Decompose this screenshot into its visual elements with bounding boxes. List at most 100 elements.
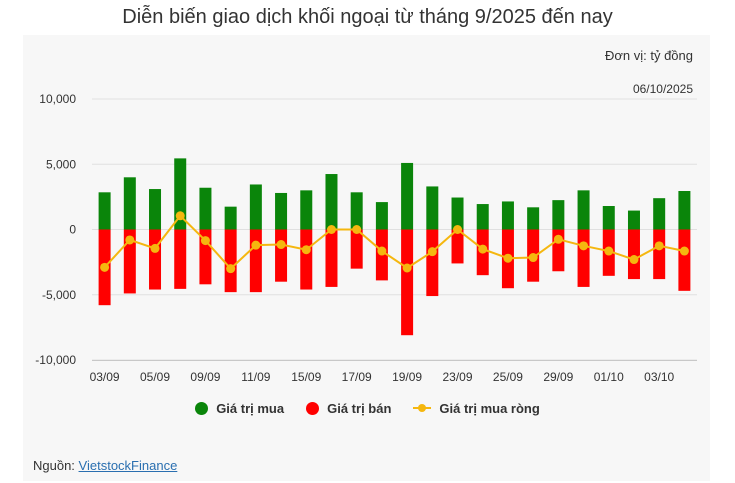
source-label: Nguồn: [33, 458, 75, 473]
buy-bar [476, 204, 489, 230]
net-point [654, 241, 664, 251]
legend-item-buy[interactable]: Giá trị mua [195, 401, 284, 416]
x-tick-label: 03/09 [90, 370, 120, 384]
legend-net-marker [413, 402, 432, 415]
net-point [553, 234, 563, 244]
x-tick-label: 01/10 [594, 370, 624, 384]
buy-bar [149, 189, 162, 230]
buy-bar [602, 206, 615, 230]
buy-bar [627, 210, 640, 230]
sell-bar [401, 229, 414, 336]
net-point [352, 225, 362, 234]
x-tick-label: 19/09 [392, 370, 422, 384]
chart-title: Diễn biến giao dịch khối ngoại từ tháng … [122, 6, 613, 28]
x-tick-label: 17/09 [342, 370, 372, 384]
y-tick-label: 10,000 [39, 92, 76, 106]
source-note: Nguồn: VietstockFinance [33, 458, 177, 473]
y-tick-label: 5,000 [46, 157, 76, 171]
buy-bar [275, 192, 288, 230]
legend-item-net[interactable]: Giá trị mua ròng [413, 401, 540, 416]
net-point [377, 246, 387, 256]
buy-bar [653, 198, 666, 230]
net-point [150, 243, 160, 253]
legend-buy-marker [195, 402, 209, 415]
sell-bar [325, 229, 338, 287]
legend-sell-label: Giá trị bán [327, 401, 392, 416]
net-point [478, 244, 488, 254]
legend: Giá trị mua Giá trị bán Giá trị mua ròng [0, 401, 735, 416]
unit-label: Đơn vị: tỷ đồng [605, 48, 693, 63]
x-tick-label: 11/09 [241, 370, 270, 384]
legend-net-label: Giá trị mua ròng [439, 401, 540, 416]
sell-bar [174, 229, 187, 289]
buy-bar [300, 190, 313, 230]
x-tick-label: 03/10 [644, 370, 674, 384]
buy-bar [552, 200, 565, 230]
sell-bar [577, 229, 590, 287]
legend-item-sell[interactable]: Giá trị bán [306, 401, 391, 416]
net-point [579, 241, 589, 251]
sell-bar [653, 229, 666, 280]
x-tick-label: 09/09 [190, 370, 220, 384]
x-tick-label: 29/09 [543, 370, 573, 384]
source-link[interactable]: VietstockFinance [78, 458, 178, 473]
net-point [301, 245, 311, 255]
sell-bar [350, 229, 363, 269]
net-point [251, 240, 261, 250]
sell-bar [426, 229, 439, 297]
net-point [125, 235, 135, 245]
x-tick-label: 23/09 [443, 370, 473, 384]
buy-bar [249, 184, 262, 230]
sell-bar [275, 229, 288, 282]
legend-buy-label: Giá trị mua [216, 401, 285, 416]
buy-bar [98, 192, 111, 230]
net-point [326, 225, 336, 234]
buy-bar [527, 207, 540, 230]
chart-panel [23, 35, 710, 481]
sell-bar [123, 229, 136, 294]
buy-bar [325, 174, 338, 230]
net-point [427, 247, 437, 257]
net-point [226, 264, 236, 274]
buy-bar [199, 187, 212, 230]
x-tick-label: 15/09 [291, 370, 321, 384]
sell-bar [249, 229, 262, 293]
net-point [175, 211, 185, 221]
sell-bar [149, 229, 162, 290]
buy-bar [451, 197, 464, 230]
net-point [604, 246, 614, 256]
buy-bar [501, 201, 514, 230]
y-tick-label: -10,000 [35, 353, 76, 367]
x-tick-label: 05/09 [140, 370, 170, 384]
net-point [629, 255, 639, 265]
net-point [200, 236, 210, 246]
sell-bar [300, 229, 313, 290]
net-line [103, 214, 685, 271]
net-point [402, 263, 412, 273]
net-point [100, 262, 110, 272]
net-point [503, 253, 513, 263]
sell-bar [224, 229, 237, 293]
x-tick-label: 25/09 [493, 370, 523, 384]
net-point [276, 240, 286, 250]
buy-bar [350, 192, 363, 230]
date-note: 06/10/2025 [633, 82, 693, 96]
buy-bar [401, 162, 414, 230]
y-tick-label: -5,000 [42, 288, 76, 302]
net-point [679, 246, 689, 256]
buy-bar [375, 202, 388, 230]
buy-bar [577, 190, 590, 230]
sell-bar [678, 229, 691, 291]
buy-bar [224, 206, 237, 230]
net-point [528, 253, 538, 263]
buy-bar [426, 186, 439, 230]
buy-bar [123, 177, 136, 230]
sell-bar [627, 229, 640, 280]
buy-bar [174, 158, 187, 230]
legend-sell-marker [306, 402, 320, 415]
buy-bar [678, 191, 691, 230]
y-tick-label: 0 [69, 223, 76, 237]
net-point [453, 225, 463, 234]
sell-bar [451, 229, 464, 264]
